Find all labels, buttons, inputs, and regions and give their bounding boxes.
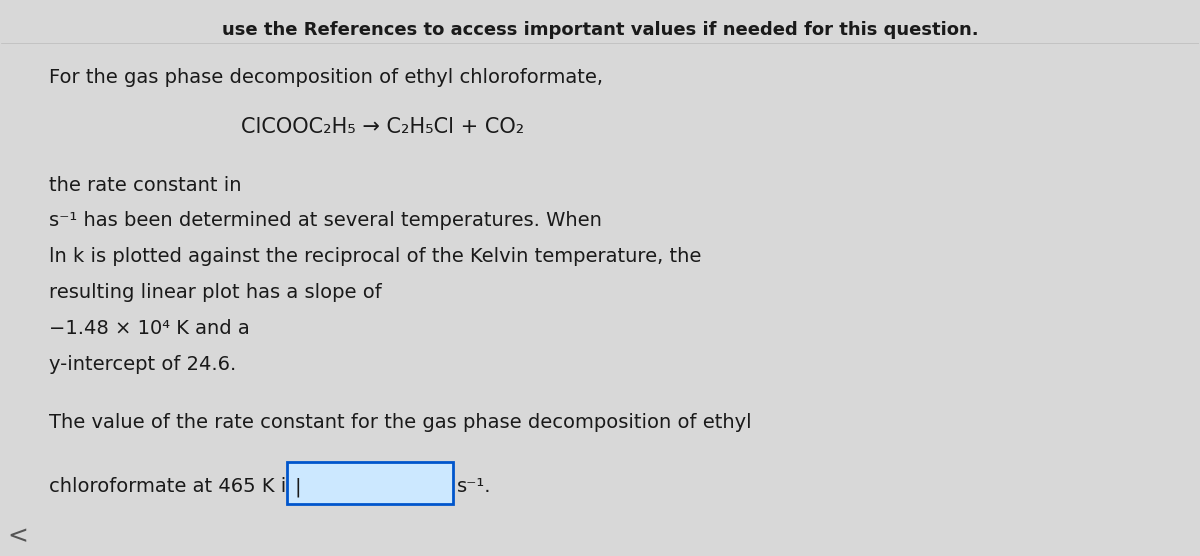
Text: For the gas phase decomposition of ethyl chloroformate,: For the gas phase decomposition of ethyl… <box>49 68 604 87</box>
Text: chloroformate at 465 K is: chloroformate at 465 K is <box>49 477 302 496</box>
Text: s⁻¹ has been determined at several temperatures. When: s⁻¹ has been determined at several tempe… <box>49 211 602 230</box>
Text: The value of the rate constant for the gas phase decomposition of ethyl: The value of the rate constant for the g… <box>49 413 752 432</box>
Text: ClCOOC₂H₅ → C₂H₅Cl + CO₂: ClCOOC₂H₅ → C₂H₅Cl + CO₂ <box>241 117 524 137</box>
Text: s⁻¹.: s⁻¹. <box>456 477 491 496</box>
Text: −1.48 × 10⁴ K and a: −1.48 × 10⁴ K and a <box>49 319 250 338</box>
Text: use the References to access important values if needed for this question.: use the References to access important v… <box>222 21 978 39</box>
Text: |: | <box>295 478 301 498</box>
Text: resulting linear plot has a slope of: resulting linear plot has a slope of <box>49 284 382 302</box>
Text: y-intercept of 24.6.: y-intercept of 24.6. <box>49 355 236 374</box>
Text: ln k is plotted against the reciprocal of the Kelvin temperature, the: ln k is plotted against the reciprocal o… <box>49 247 702 266</box>
Text: <: < <box>7 524 29 548</box>
Text: the rate constant in: the rate constant in <box>49 176 241 195</box>
FancyBboxPatch shape <box>287 462 452 504</box>
